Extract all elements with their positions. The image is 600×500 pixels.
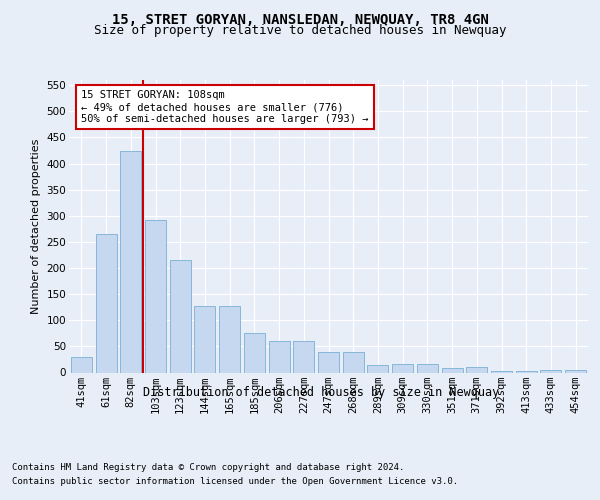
Bar	[120, 150, 141, 372]
Bar	[145, 220, 166, 372]
Bar	[170, 260, 191, 372]
Bar	[343, 352, 364, 372]
Bar	[219, 306, 240, 372]
Bar	[367, 364, 388, 372]
Bar	[269, 341, 290, 372]
Bar	[244, 334, 265, 372]
Bar	[293, 341, 314, 372]
Bar	[442, 368, 463, 372]
Bar	[392, 364, 413, 372]
Bar	[194, 306, 215, 372]
Bar	[318, 352, 339, 372]
Y-axis label: Number of detached properties: Number of detached properties	[31, 138, 41, 314]
Text: Contains public sector information licensed under the Open Government Licence v3: Contains public sector information licen…	[12, 478, 458, 486]
Text: 15, STRET GORYAN, NANSLEDAN, NEWQUAY, TR8 4GN: 15, STRET GORYAN, NANSLEDAN, NEWQUAY, TR…	[112, 12, 488, 26]
Bar	[71, 357, 92, 372]
Text: 15 STRET GORYAN: 108sqm
← 49% of detached houses are smaller (776)
50% of semi-d: 15 STRET GORYAN: 108sqm ← 49% of detache…	[82, 90, 369, 124]
Text: Contains HM Land Registry data © Crown copyright and database right 2024.: Contains HM Land Registry data © Crown c…	[12, 462, 404, 471]
Bar	[95, 234, 116, 372]
Bar	[417, 364, 438, 372]
Bar	[541, 370, 562, 372]
Bar	[565, 370, 586, 372]
Bar	[466, 368, 487, 372]
Bar	[491, 371, 512, 372]
Text: Distribution of detached houses by size in Newquay: Distribution of detached houses by size …	[143, 386, 499, 399]
Text: Size of property relative to detached houses in Newquay: Size of property relative to detached ho…	[94, 24, 506, 37]
